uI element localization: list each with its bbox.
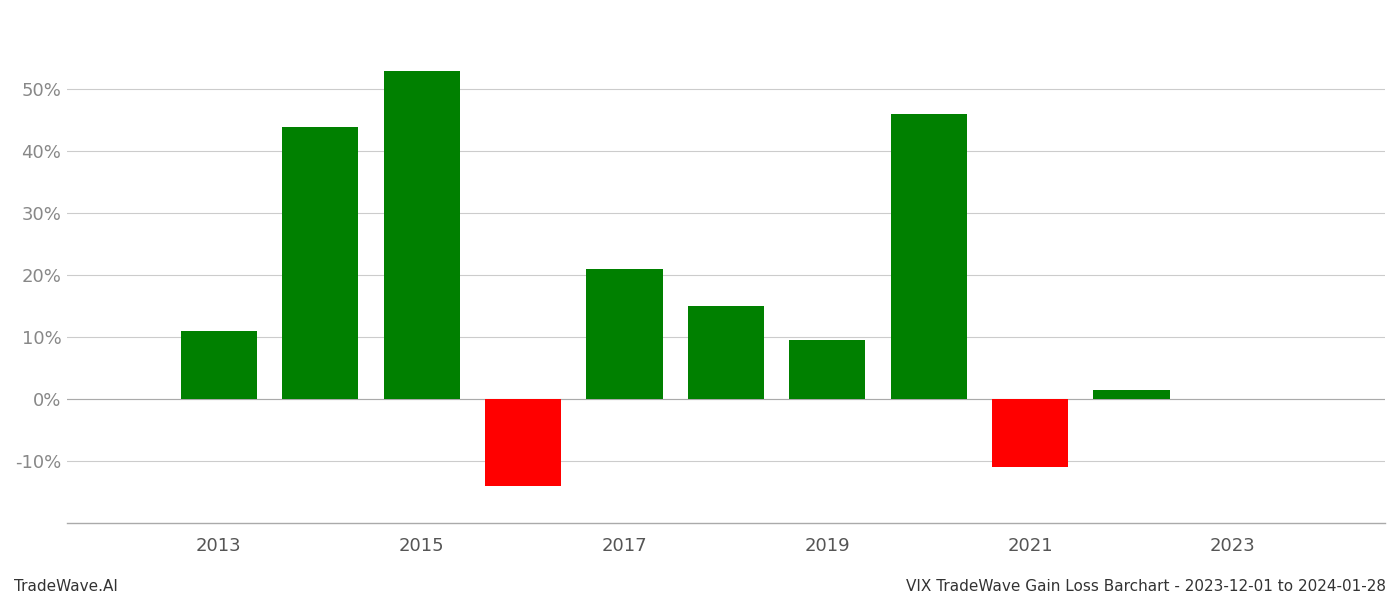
Bar — [687, 306, 764, 399]
Bar — [890, 114, 967, 399]
Text: TradeWave.AI: TradeWave.AI — [14, 579, 118, 594]
Bar — [283, 127, 358, 399]
Text: VIX TradeWave Gain Loss Barchart - 2023-12-01 to 2024-01-28: VIX TradeWave Gain Loss Barchart - 2023-… — [906, 579, 1386, 594]
Bar — [790, 340, 865, 399]
Bar — [384, 71, 459, 399]
Bar — [484, 399, 561, 486]
Bar — [587, 269, 662, 399]
Bar — [181, 331, 258, 399]
Bar — [993, 399, 1068, 467]
Bar — [1093, 390, 1169, 399]
